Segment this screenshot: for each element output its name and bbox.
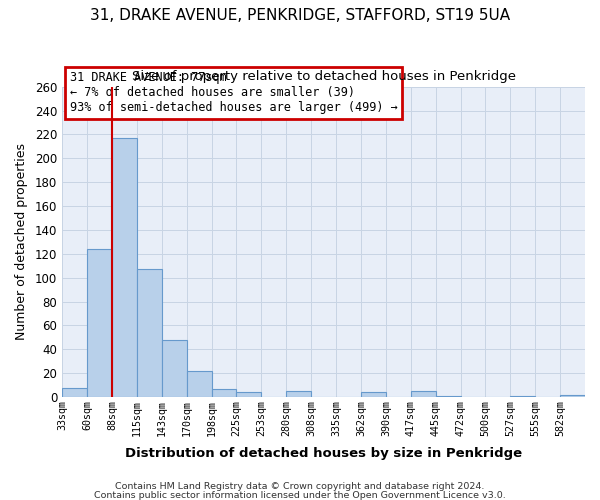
Y-axis label: Number of detached properties: Number of detached properties (15, 144, 28, 340)
Text: 31, DRAKE AVENUE, PENKRIDGE, STAFFORD, ST19 5UA: 31, DRAKE AVENUE, PENKRIDGE, STAFFORD, S… (90, 8, 510, 22)
Bar (112, 138, 137, 397)
Text: Contains public sector information licensed under the Open Government Licence v3: Contains public sector information licen… (94, 490, 506, 500)
Bar (137, 270, 162, 397)
Bar (87, 249, 112, 397)
Bar (361, 392, 386, 397)
Bar (162, 340, 187, 397)
Bar (212, 389, 236, 397)
Text: 31 DRAKE AVENUE: 77sqm
← 7% of detached houses are smaller (39)
93% of semi-deta: 31 DRAKE AVENUE: 77sqm ← 7% of detached … (70, 71, 398, 114)
Bar (236, 392, 262, 397)
Bar (286, 391, 311, 397)
Title: Size of property relative to detached houses in Penkridge: Size of property relative to detached ho… (131, 70, 515, 83)
Bar (436, 396, 461, 397)
Bar (411, 391, 436, 397)
Bar (560, 394, 585, 397)
Bar (187, 371, 212, 397)
Text: Contains HM Land Registry data © Crown copyright and database right 2024.: Contains HM Land Registry data © Crown c… (115, 482, 485, 491)
Bar (62, 388, 87, 397)
Bar (511, 396, 535, 397)
X-axis label: Distribution of detached houses by size in Penkridge: Distribution of detached houses by size … (125, 447, 522, 460)
